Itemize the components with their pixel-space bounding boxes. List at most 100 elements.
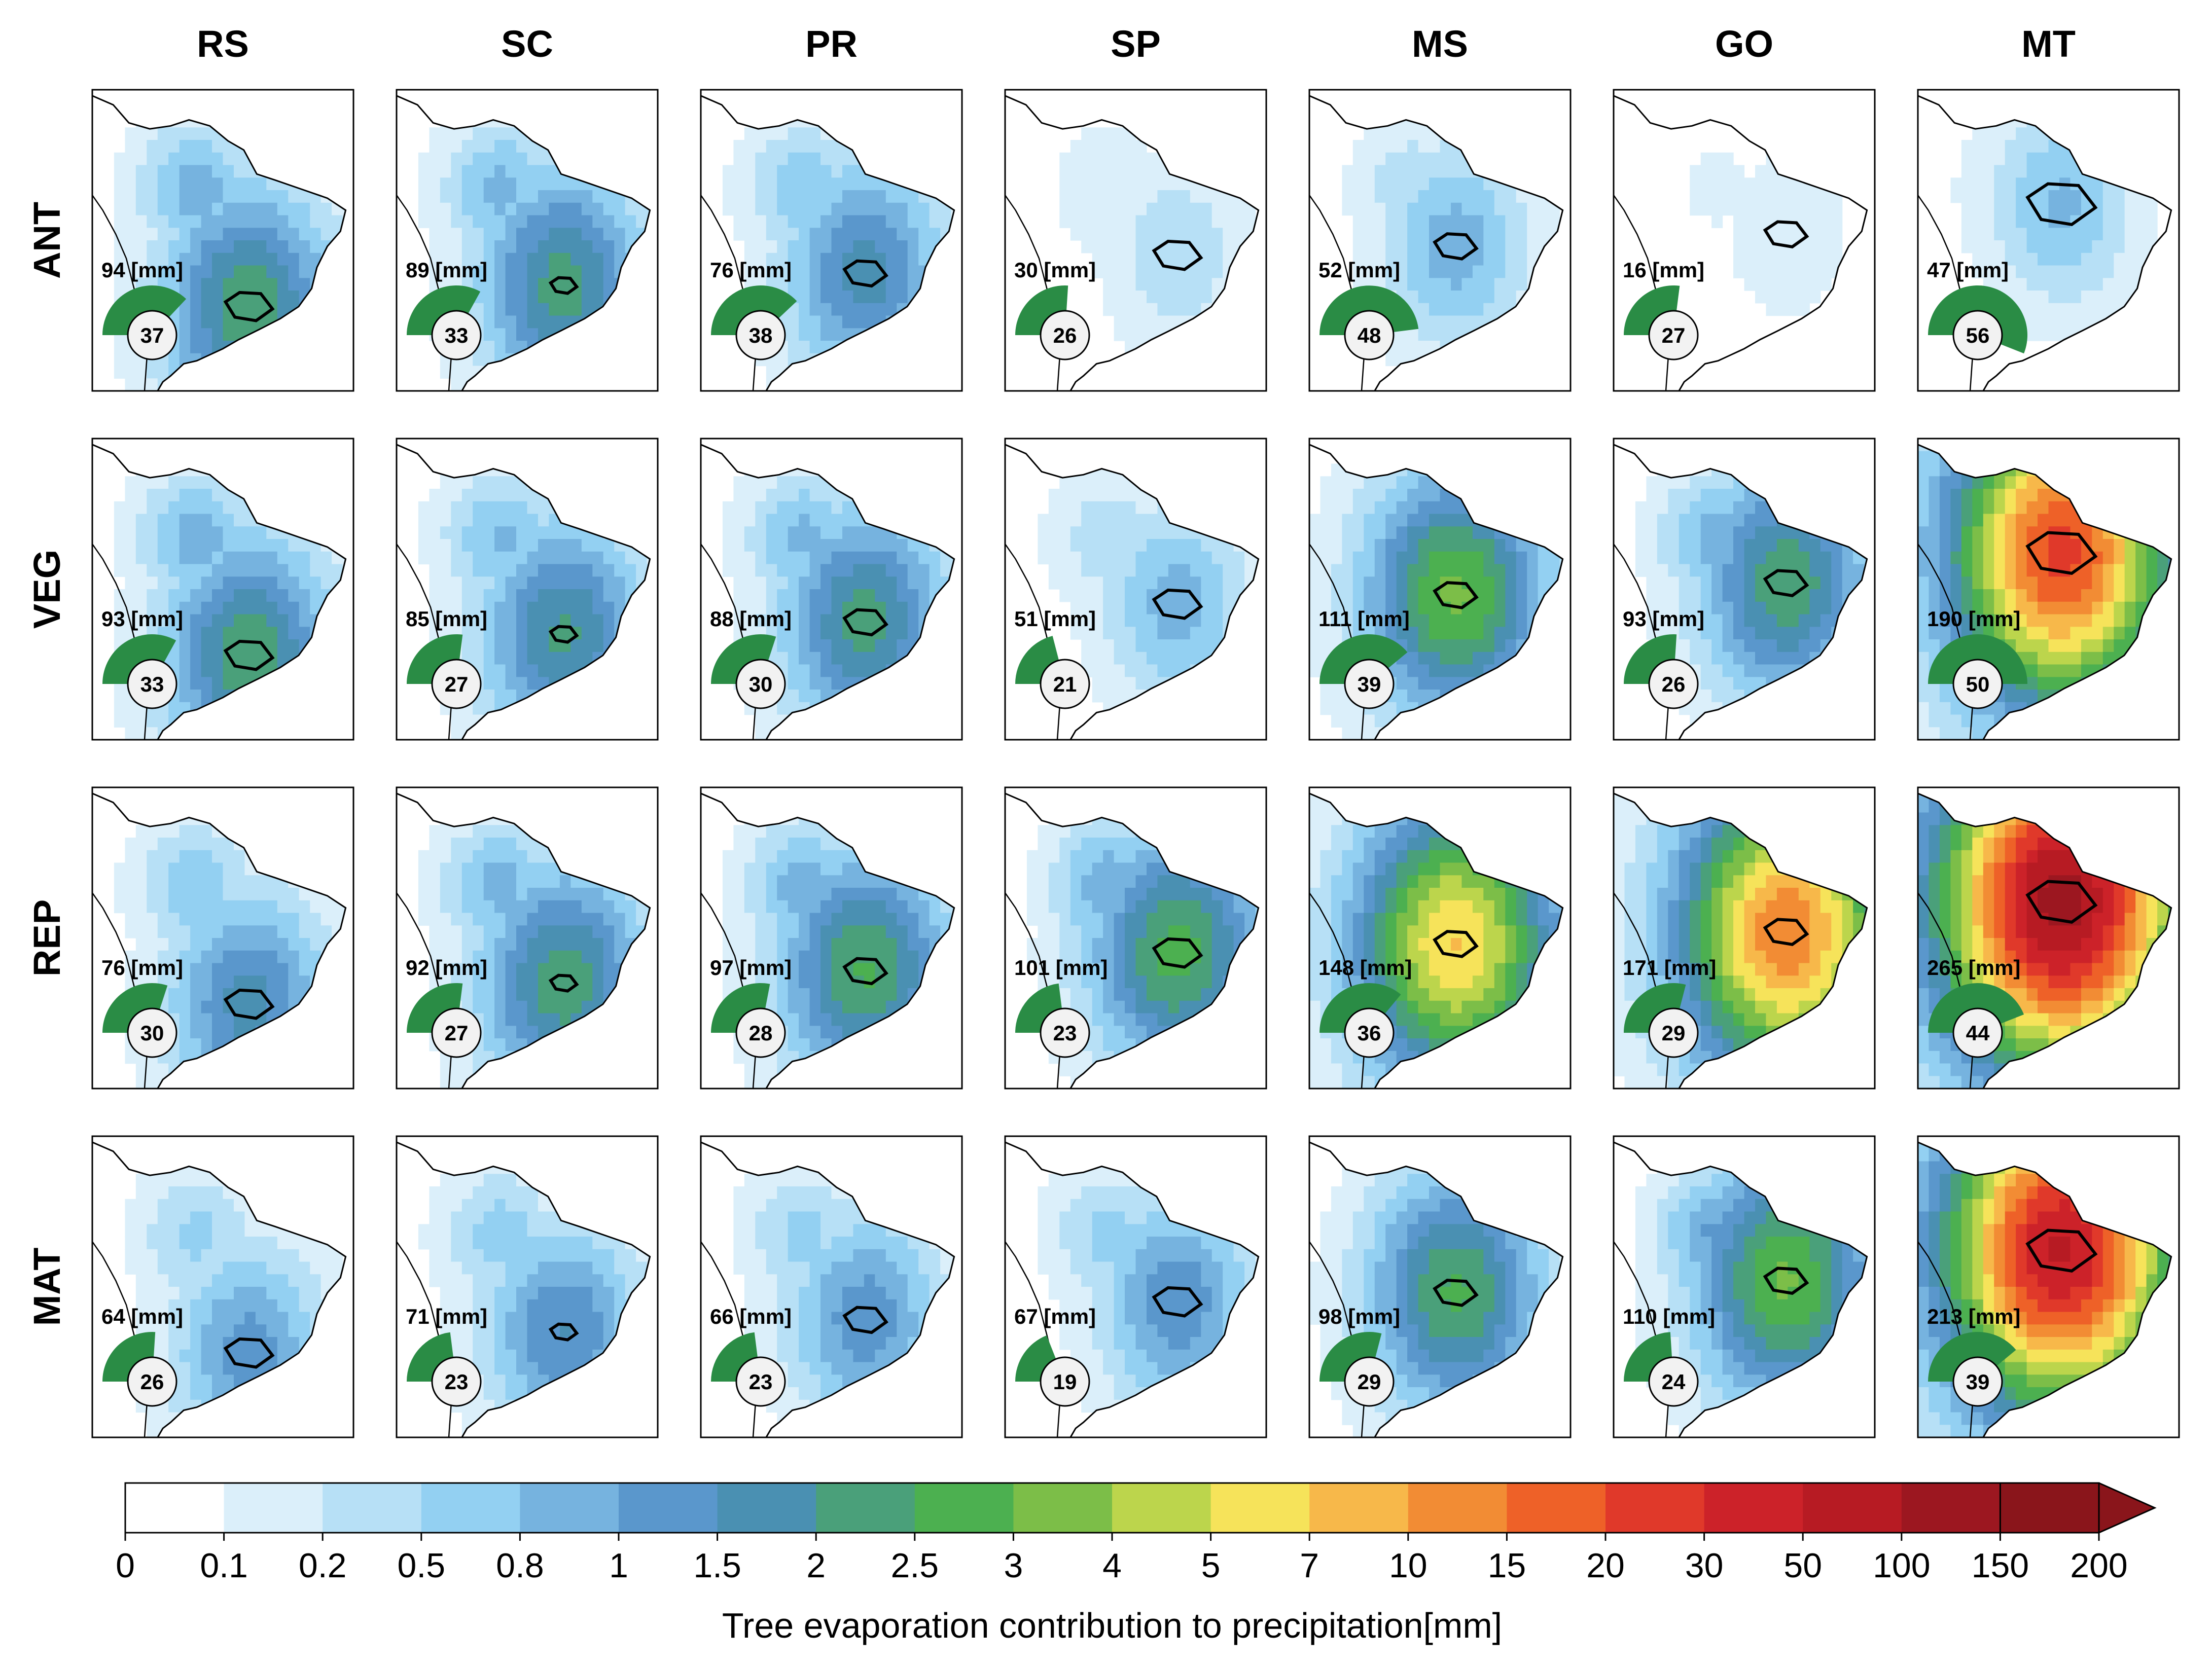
heat-cell xyxy=(2124,215,2136,228)
heat-cell xyxy=(342,353,346,367)
heat-cell xyxy=(1135,278,1147,291)
heat-cell xyxy=(157,152,169,166)
heat-cell xyxy=(1211,627,1223,640)
heat-cell xyxy=(940,252,952,266)
heat-cell xyxy=(559,152,571,166)
heat-cell xyxy=(2070,127,2082,140)
heat-cell xyxy=(853,702,865,715)
heat-cell xyxy=(625,328,636,341)
heat-cell xyxy=(853,727,865,740)
heat-cell xyxy=(1429,366,1441,379)
heat-cell xyxy=(1690,165,1701,178)
heat-cell xyxy=(1396,677,1408,690)
heat-cell xyxy=(1407,102,1419,116)
heat-cell xyxy=(234,727,245,740)
heat-cell xyxy=(255,601,267,615)
heat-cell xyxy=(473,576,484,590)
heat-cell xyxy=(777,601,789,615)
heat-cell xyxy=(1418,639,1430,653)
heat-cell xyxy=(929,202,941,216)
heat-cell xyxy=(516,589,528,602)
heat-cell xyxy=(1494,614,1506,627)
heat-cell xyxy=(603,601,615,615)
heat-cell xyxy=(201,228,212,241)
heat-cell xyxy=(288,576,300,590)
heat-cell xyxy=(223,102,234,116)
heat-cell xyxy=(244,476,256,489)
heat-cell xyxy=(234,652,245,665)
heat-cell xyxy=(809,240,821,254)
heat-cell xyxy=(201,252,212,266)
coastline xyxy=(1005,444,1260,740)
heat-cell xyxy=(1331,489,1342,502)
heat-cell xyxy=(1168,177,1180,191)
heat-cell xyxy=(1179,702,1191,715)
heat-cell xyxy=(310,727,322,740)
heat-cell xyxy=(1516,463,1527,477)
heat-cell xyxy=(255,614,267,627)
heat-cell xyxy=(190,576,202,590)
heat-cell xyxy=(2114,228,2125,241)
heat-cell xyxy=(2059,102,2071,116)
heat-cell xyxy=(1483,127,1495,140)
heat-cell xyxy=(461,627,473,640)
panel-total-label: 88 [mm] xyxy=(710,607,792,631)
heat-cell xyxy=(549,727,560,740)
heat-cell xyxy=(451,228,462,241)
heat-cell xyxy=(1472,501,1484,515)
heat-cell xyxy=(125,190,136,203)
heat-cell xyxy=(614,551,626,565)
heat-cell xyxy=(1744,190,1756,203)
heat-cell xyxy=(1429,539,1441,552)
heat-cell xyxy=(135,140,147,153)
heat-cell xyxy=(1103,291,1115,304)
heat-cell xyxy=(234,252,245,266)
heat-cell xyxy=(592,489,604,502)
heat-cell xyxy=(1776,303,1788,316)
heat-cell xyxy=(1505,190,1517,203)
heat-cell xyxy=(559,127,571,140)
heat-cell xyxy=(494,278,506,291)
heat-cell xyxy=(1418,727,1430,740)
heat-cell xyxy=(1114,514,1125,527)
heat-cell xyxy=(1407,366,1419,379)
heat-cell xyxy=(212,576,224,590)
heat-cell xyxy=(157,539,169,552)
heat-cell xyxy=(473,353,484,367)
heat-cell xyxy=(266,353,278,367)
heat-cell xyxy=(1461,102,1473,116)
heat-cell xyxy=(1549,215,1560,228)
heat-cell xyxy=(1092,489,1103,502)
heat-cell xyxy=(1549,526,1560,539)
heat-cell xyxy=(310,564,322,577)
heat-cell xyxy=(1472,265,1484,278)
heat-cell xyxy=(473,140,484,153)
heat-cell xyxy=(1744,252,1756,266)
heat-cell xyxy=(1147,614,1158,627)
heat-cell xyxy=(201,576,212,590)
heat-cell xyxy=(647,539,650,552)
heat-cell xyxy=(1483,476,1495,489)
heat-cell xyxy=(1103,690,1115,703)
heat-cell xyxy=(1809,228,1821,241)
heat-cell xyxy=(1364,463,1375,477)
heat-cell xyxy=(1451,202,1462,216)
heat-cell xyxy=(223,252,234,266)
heat-cell xyxy=(1516,614,1527,627)
coastline xyxy=(1917,95,2172,391)
heat-cell xyxy=(234,341,245,354)
heat-cell xyxy=(1244,265,1256,278)
heat-cell xyxy=(929,366,941,379)
heat-cell xyxy=(1527,677,1539,690)
heat-cell xyxy=(733,614,745,627)
heat-cell xyxy=(190,727,202,740)
heat-cell xyxy=(799,165,810,178)
heat-cell xyxy=(505,451,517,464)
heat-cell xyxy=(179,278,191,291)
heat-cell xyxy=(223,727,234,740)
heat-cell xyxy=(1244,664,1256,677)
heat-cell xyxy=(809,514,821,527)
heat-cell xyxy=(1527,228,1539,241)
heat-cell xyxy=(1983,152,1994,166)
heat-cell xyxy=(614,501,626,515)
